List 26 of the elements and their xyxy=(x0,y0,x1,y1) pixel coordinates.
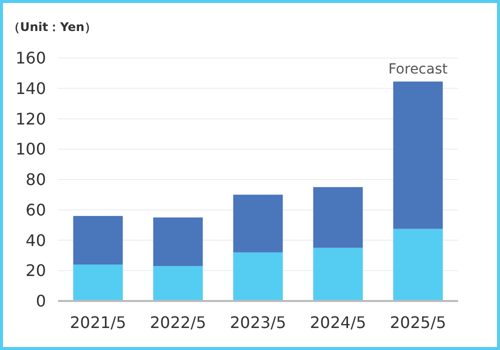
bar xyxy=(233,194,283,252)
x-tick-label: 2022/5 xyxy=(150,313,206,332)
bar xyxy=(73,216,123,265)
x-tick-label: 2023/5 xyxy=(230,313,286,332)
bar xyxy=(313,187,363,248)
y-tick-label: 80 xyxy=(26,170,46,189)
y-tick-label: 100 xyxy=(15,140,46,159)
y-tick-label: 160 xyxy=(15,48,46,68)
chart-title: （Unit：Yen） xyxy=(8,20,96,34)
bar xyxy=(393,228,443,301)
y-tick-label: 60 xyxy=(26,200,46,220)
bar xyxy=(313,248,363,301)
y-tick-label: 140 xyxy=(15,78,46,98)
x-tick-label: 2025/5 xyxy=(390,313,446,332)
bar xyxy=(153,217,203,266)
y-tick-label: 20 xyxy=(26,261,46,280)
y-tick-label: 120 xyxy=(15,109,46,128)
y-tick-label: 0 xyxy=(36,292,46,310)
x-tick-label: 2021/5 xyxy=(70,313,126,332)
annotation: Forecast xyxy=(388,62,448,78)
bar xyxy=(233,252,283,301)
bar xyxy=(73,264,123,301)
y-tick-label: 40 xyxy=(26,230,46,250)
bar xyxy=(393,82,443,229)
x-tick-label: 2024/5 xyxy=(310,313,366,332)
bar xyxy=(153,266,203,301)
